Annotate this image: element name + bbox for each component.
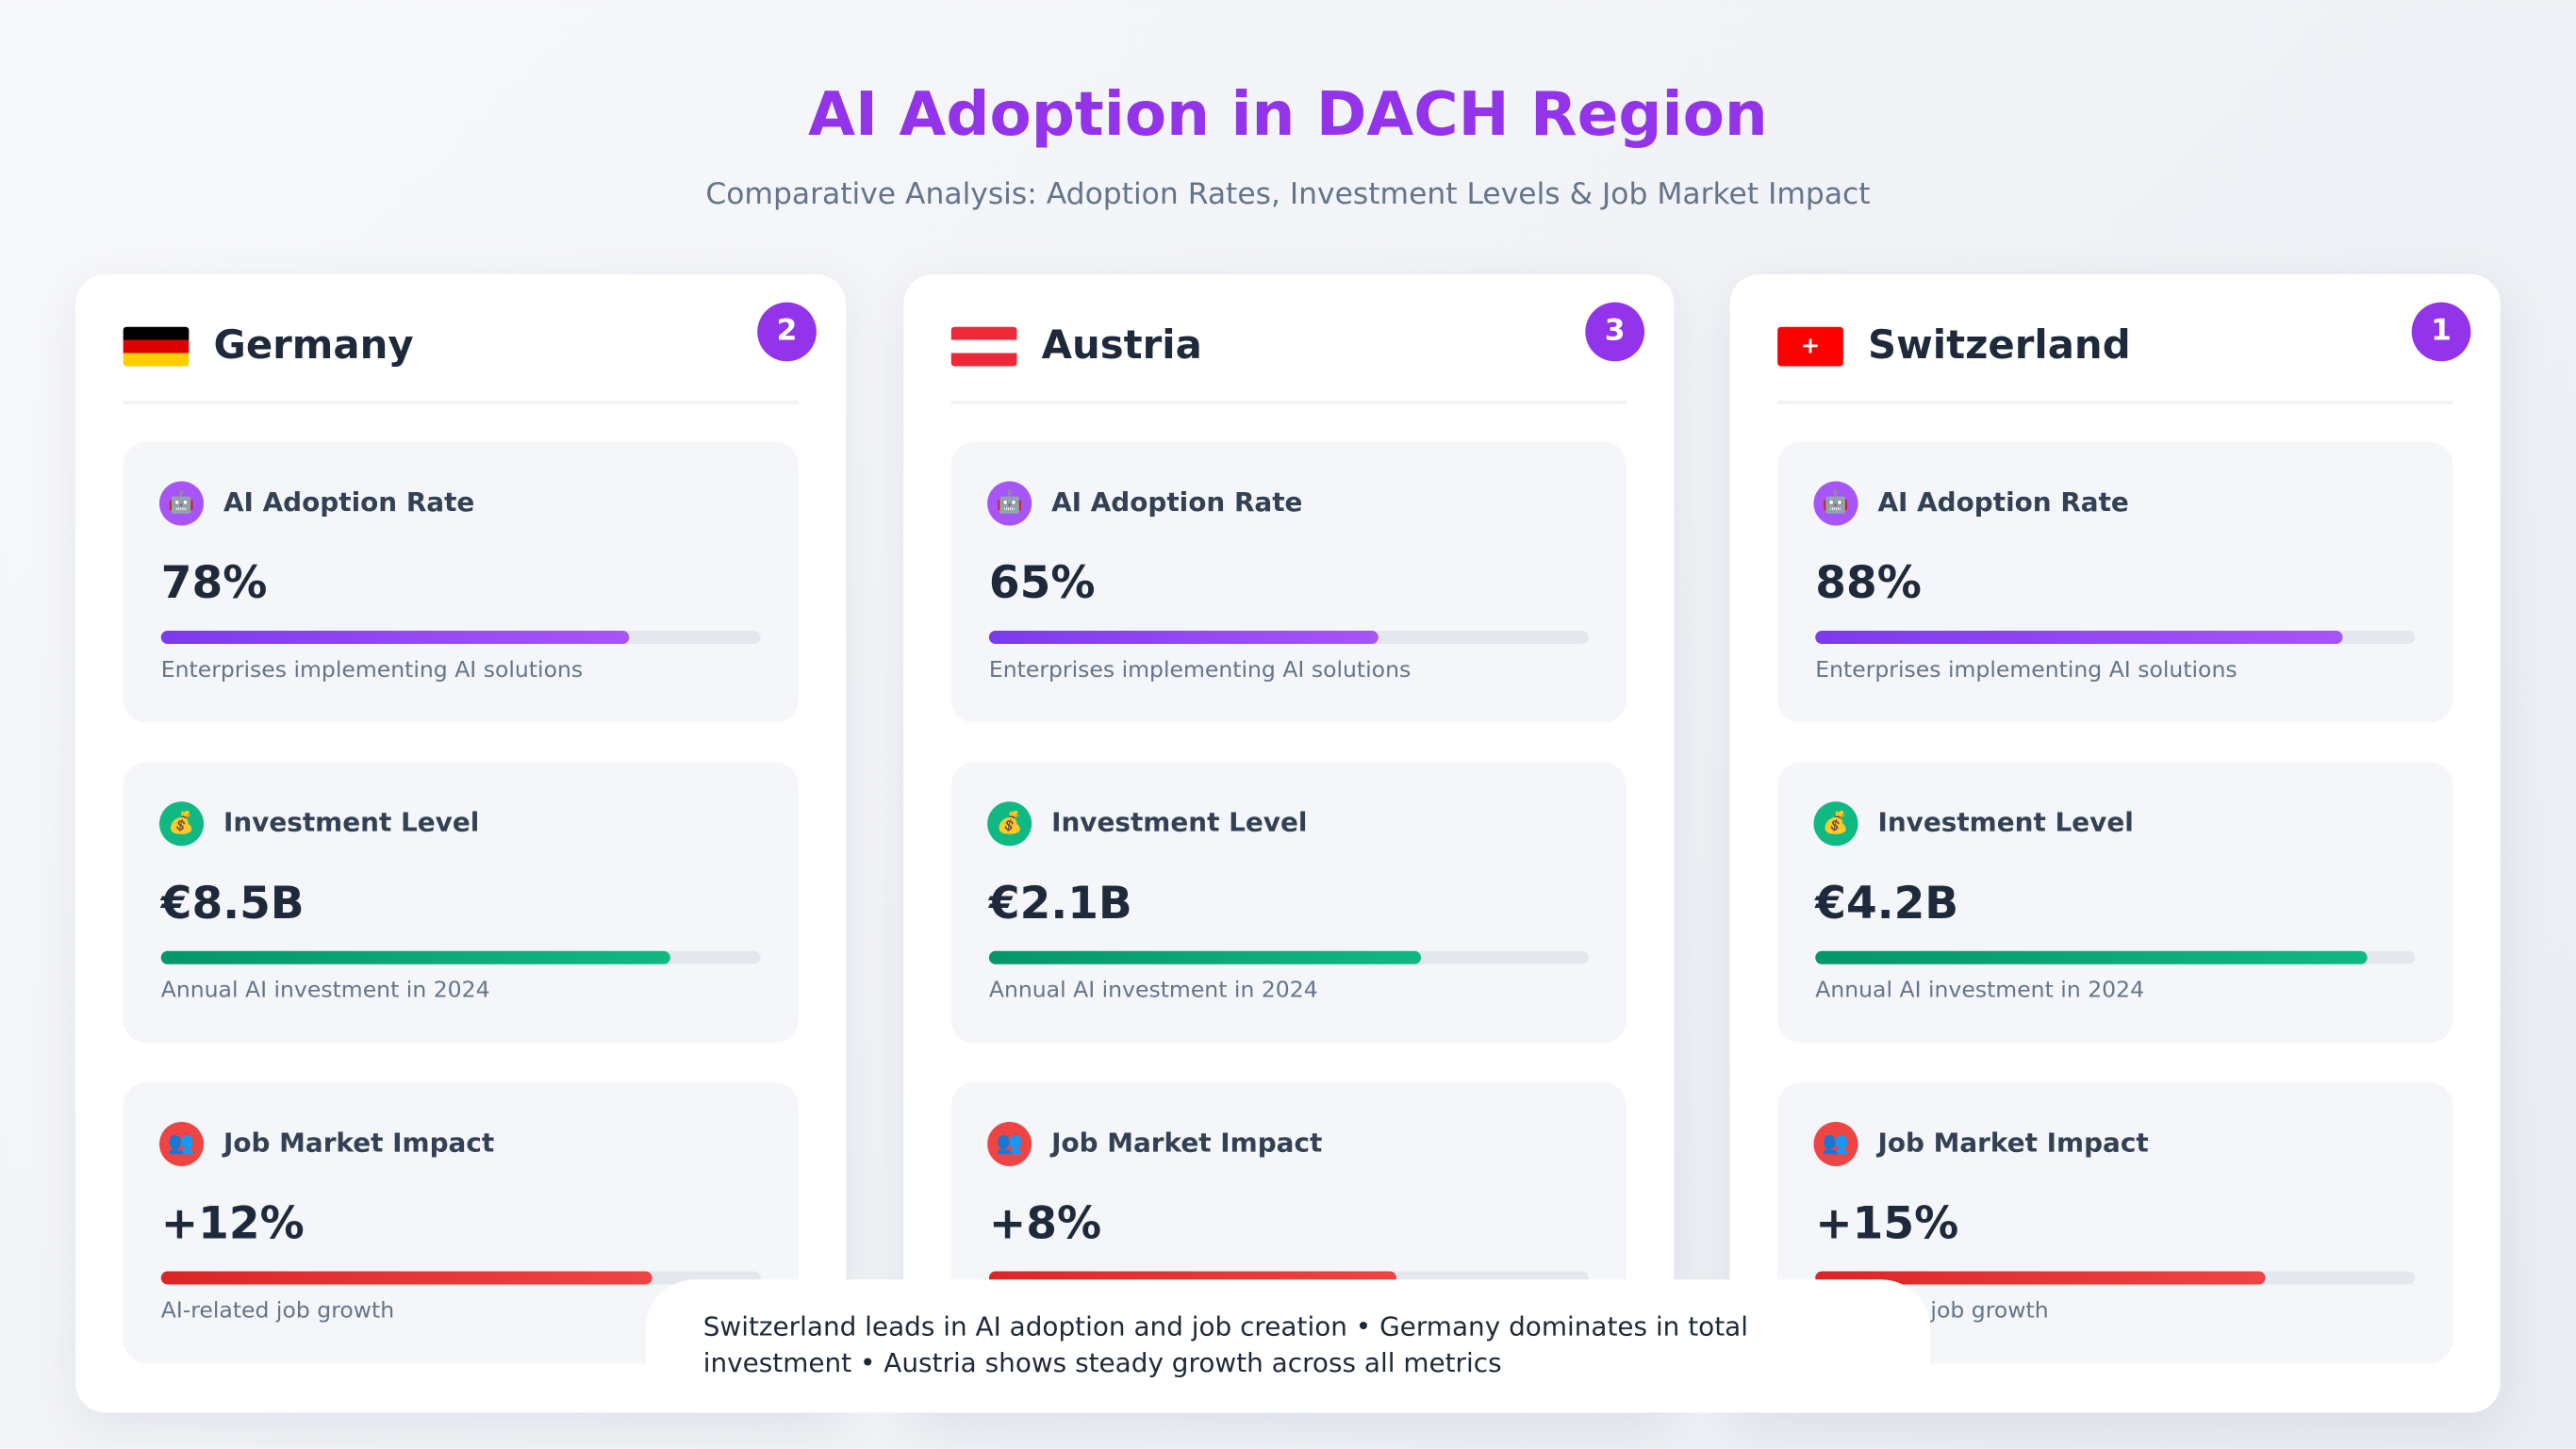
- metric-description: Enterprises implementing AI solutions: [160, 656, 584, 683]
- country-name: Austria: [1041, 321, 1202, 369]
- progress-bar: [1815, 950, 2368, 964]
- metric-description: AI-related job growth: [160, 1297, 395, 1325]
- progress-bar: [160, 1271, 653, 1285]
- metric-value: 88%: [1815, 558, 1922, 610]
- progress-track: [160, 1271, 761, 1285]
- metric-value: +12%: [160, 1198, 305, 1250]
- metric-box: 👥 Job Market Impact +12% AI-related job gro…: [123, 1082, 799, 1364]
- progress-bar: [160, 631, 629, 644]
- country-flag: [123, 326, 190, 367]
- metric-box: 💰 Investment Level €8.5B Annual AI investme…: [123, 762, 799, 1044]
- metric-value: €2.1B: [988, 879, 1132, 930]
- metric-icon: 💰: [159, 801, 205, 847]
- divider: [1777, 401, 2453, 404]
- country-card: Austria 3 🤖 AI Adoption Rate 65% Enterprises …: [903, 273, 1675, 1413]
- metric-label: Investment Level: [223, 806, 480, 838]
- metric-icon: 🤖: [1813, 481, 1858, 526]
- metric-box: 🤖 AI Adoption Rate 78% Enterprises implemen…: [123, 441, 799, 723]
- metric-icon: 💰: [987, 801, 1032, 847]
- metric-box: 🤖 AI Adoption Rate 88% Enterprises implemen…: [1777, 441, 2453, 723]
- metric-label: AI Adoption Rate: [223, 486, 475, 518]
- metric-description: Annual AI investment in 2024: [1815, 977, 2145, 1004]
- metric-icon: 👥: [159, 1121, 205, 1167]
- country-name: Switzerland: [1867, 321, 2131, 369]
- progress-bar: [1815, 1271, 2266, 1285]
- metric-value: +15%: [1815, 1198, 1959, 1250]
- divider: [950, 401, 1627, 404]
- metric-value: €4.2B: [1815, 879, 1959, 930]
- metric-value: 65%: [988, 558, 1096, 610]
- page-title: AI Adoption in DACH Region: [808, 78, 1768, 150]
- metric-icon: 🤖: [159, 481, 205, 526]
- metric-box: 🤖 AI Adoption Rate 65% Enterprises implemen…: [950, 441, 1627, 723]
- progress-track: [1815, 631, 2416, 644]
- progress-bar: [988, 631, 1379, 644]
- metric-value: 78%: [160, 558, 268, 610]
- country-card: Germany 2 🤖 AI Adoption Rate 78% Enterprises …: [75, 273, 847, 1413]
- progress-bar: [1815, 631, 2343, 644]
- metric-label: Job Market Impact: [223, 1127, 495, 1159]
- metric-description: Enterprises implementing AI solutions: [988, 656, 1412, 683]
- metric-icon: 🤖: [987, 481, 1032, 526]
- progress-bar: [160, 950, 671, 964]
- progress-track: [160, 631, 761, 644]
- metric-description: Annual AI investment in 2024: [988, 977, 1318, 1004]
- metric-description: Annual AI investment in 2024: [160, 977, 490, 1004]
- rank-badge: 2: [757, 302, 817, 362]
- metric-box: 💰 Investment Level €2.1B Annual AI investme…: [950, 762, 1627, 1044]
- metric-label: Investment Level: [1051, 806, 1308, 838]
- country-flag: +: [1777, 326, 1843, 367]
- metric-label: Job Market Impact: [1877, 1127, 2149, 1159]
- metric-label: Investment Level: [1877, 806, 2134, 838]
- metric-label: Job Market Impact: [1051, 1127, 1323, 1159]
- metric-description: Enterprises implementing AI solutions: [1815, 656, 2237, 683]
- progress-track: [1815, 950, 2416, 964]
- progress-track: [988, 950, 1589, 964]
- country-flag: [950, 326, 1017, 367]
- rank-badge: 3: [1585, 302, 1645, 362]
- country-name: Germany: [213, 321, 414, 369]
- metric-label: AI Adoption Rate: [1877, 486, 2129, 518]
- metric-box: 💰 Investment Level €4.2B Annual AI investme…: [1777, 762, 2453, 1044]
- progress-track: [160, 950, 761, 964]
- summary-note: Switzerland leads in AI adoption and job…: [645, 1279, 1931, 1413]
- progress-track: [988, 631, 1589, 644]
- metric-icon: 👥: [987, 1121, 1032, 1167]
- country-card: + Switzerland 1 🤖 AI Adoption Rate 88% Enterpr…: [1729, 273, 2501, 1413]
- metric-label: AI Adoption Rate: [1051, 486, 1303, 518]
- divider: [123, 401, 799, 404]
- page-subtitle: Comparative Analysis: Adoption Rates, In…: [705, 177, 1871, 212]
- metric-value: €8.5B: [160, 879, 305, 930]
- rank-badge: 1: [2411, 302, 2471, 362]
- metric-value: +8%: [988, 1198, 1102, 1250]
- metric-icon: 💰: [1813, 801, 1858, 847]
- progress-bar: [988, 950, 1421, 964]
- progress-track: [1815, 1271, 2416, 1285]
- metric-icon: 👥: [1813, 1121, 1858, 1167]
